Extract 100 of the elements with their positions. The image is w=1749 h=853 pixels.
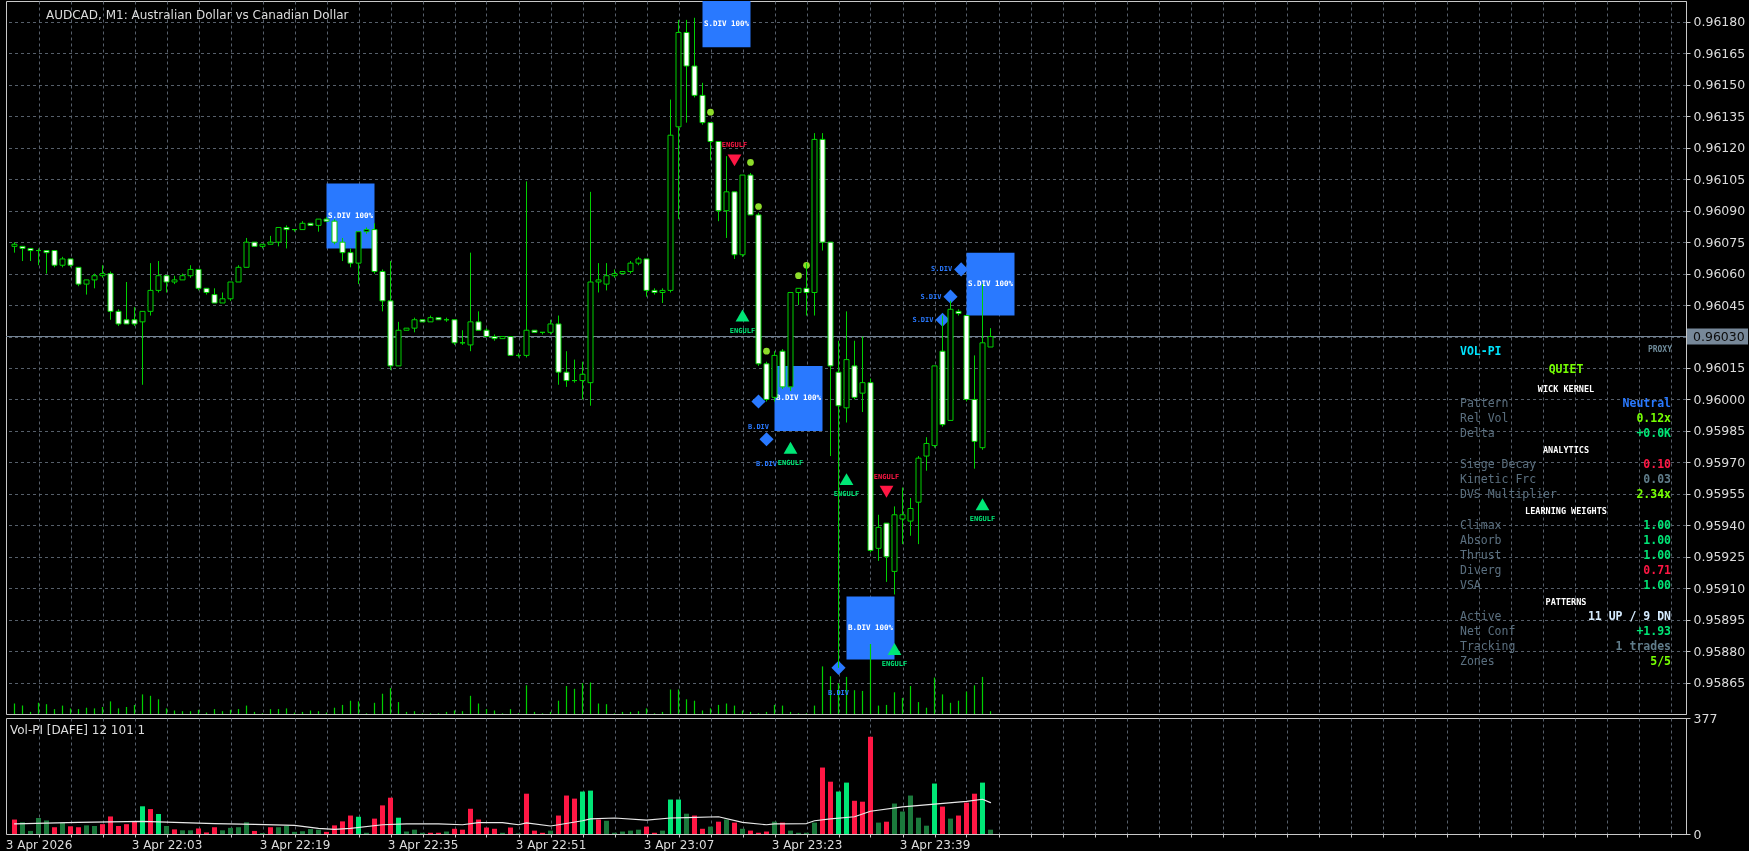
text: AUDCAD, M1: Australian Dollar vs Canadian Dollar (46, 8, 349, 22)
bar (972, 793, 977, 834)
point (954, 262, 969, 277)
x-tick-label: 3 Apr 23:23 (771, 837, 843, 852)
y-tick-label: 0.96000 (1693, 391, 1746, 407)
y-tick-label: 0.95925 (1693, 549, 1746, 565)
bar (372, 818, 377, 834)
candlestick (451, 319, 458, 346)
bar (844, 782, 849, 834)
bar (228, 827, 233, 834)
text: +0.0K (1636, 426, 1671, 440)
bar (316, 829, 321, 834)
bar (116, 826, 121, 834)
bar (108, 816, 113, 834)
annotation: PROXY (1647, 345, 1673, 354)
text: +1.93 (1636, 624, 1671, 638)
bar (492, 828, 497, 834)
point (763, 347, 770, 355)
bar (846, 596, 895, 660)
bar (876, 822, 881, 834)
bar (940, 806, 945, 834)
category-label: Absorb (1460, 533, 1502, 547)
y-tick-label: 0 (1693, 826, 1702, 842)
bar (468, 808, 473, 834)
bar (252, 830, 257, 834)
text: 1.00 (1643, 548, 1671, 562)
category-label: Zones (1460, 654, 1495, 668)
bar (852, 800, 857, 834)
point (759, 432, 774, 447)
y-tick-label: 0.95940 (1693, 517, 1746, 533)
bar (908, 795, 913, 834)
text: 11 UP / 9 DN (1587, 609, 1671, 623)
bar (508, 827, 513, 834)
bar (348, 815, 353, 834)
y-tick-label: 0.96045 (1693, 297, 1746, 313)
category-label: WICK KERNEL (1537, 384, 1595, 394)
x-tick-label: 3 Apr 23:07 (643, 837, 715, 852)
point (755, 203, 762, 210)
point (735, 309, 750, 322)
text: VOL-PI (1460, 344, 1502, 358)
bar (900, 811, 905, 834)
point (747, 159, 754, 166)
y-tick-label: 0.96090 (1693, 203, 1746, 219)
text: 1.00 (1643, 578, 1671, 592)
bar (948, 818, 953, 834)
bar (740, 828, 745, 834)
bar (308, 829, 313, 834)
bar (452, 828, 457, 834)
category-label: Tracking (1460, 639, 1516, 653)
bar (276, 827, 281, 834)
bar (716, 821, 721, 834)
bar (148, 809, 153, 834)
point (975, 498, 990, 511)
bar (596, 819, 601, 834)
point (839, 473, 854, 486)
bar (164, 826, 169, 834)
bar (84, 825, 89, 834)
bar (644, 826, 649, 834)
bar (124, 824, 129, 834)
bar (28, 830, 33, 834)
bar (156, 814, 161, 834)
text: 5/5 (1650, 654, 1671, 668)
text: 2.34x (1636, 487, 1671, 501)
y-tick-label: 0.96165 (1693, 45, 1746, 61)
text: 0.10 (1643, 457, 1671, 471)
y-tick-label: 0.95985 (1693, 423, 1746, 439)
category-label: Siege Decay (1460, 457, 1537, 471)
x-tick-label: 3 Apr 2026 (5, 837, 73, 852)
bar (324, 831, 329, 834)
chart-title: Vol-PI [DAFE] 12 101 1 (10, 723, 146, 737)
y-tick-label: 0.95880 (1693, 643, 1746, 659)
bar (292, 831, 297, 834)
bar (556, 815, 561, 834)
bar (924, 825, 929, 834)
bar (188, 830, 193, 834)
bar (244, 822, 249, 834)
bar (484, 827, 489, 834)
point (879, 485, 894, 498)
bar (692, 815, 697, 834)
point (751, 394, 766, 409)
bar (388, 797, 393, 834)
y-tick-label: 0.95910 (1693, 580, 1746, 596)
bar (212, 827, 217, 834)
bar (236, 827, 241, 834)
y-tick-label: 0.96105 (1693, 171, 1746, 187)
bar (636, 829, 641, 834)
bar (708, 826, 713, 834)
bar (868, 736, 873, 834)
bar (132, 821, 137, 834)
bar (932, 783, 937, 834)
bar (68, 826, 73, 834)
y-tick-label: 377 (1693, 710, 1718, 726)
text: Neutral (1622, 396, 1671, 410)
y-tick-label: 0.96180 (1693, 14, 1746, 30)
category-label: VSA (1460, 578, 1481, 592)
bar (60, 822, 65, 834)
bar (980, 782, 985, 834)
point (887, 643, 902, 655)
x-tick-label: 3 Apr 22:03 (131, 837, 203, 852)
category-label: DVS Multiplier (1460, 487, 1558, 501)
